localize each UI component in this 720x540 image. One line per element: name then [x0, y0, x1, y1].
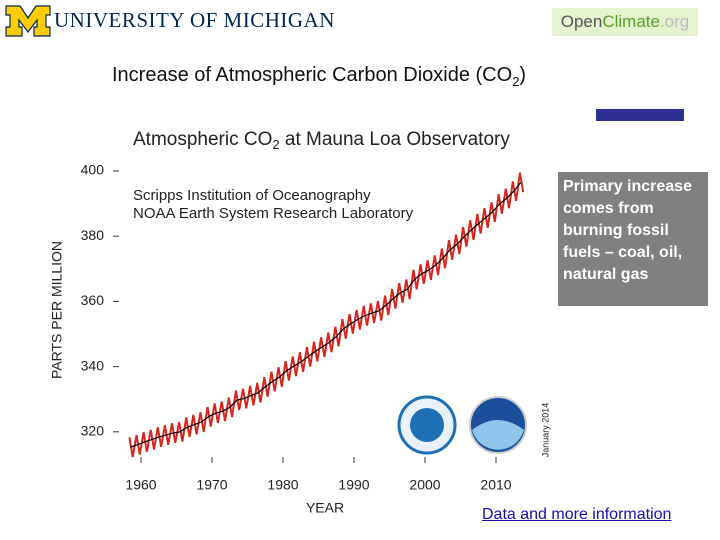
- x-tick-label: 2000: [409, 477, 440, 493]
- slide-title-part: Increase of Atmospheric Carbon Dioxide (…: [112, 64, 513, 86]
- x-tick-label: 1980: [267, 477, 298, 493]
- y-tick-label: 380: [81, 227, 105, 243]
- annotation: January 2014: [540, 403, 550, 458]
- x-tick-label: 2010: [480, 477, 511, 493]
- logo-part: .org: [659, 12, 690, 31]
- slide-title-sub: 2: [512, 74, 520, 89]
- noaa-logo: [469, 396, 527, 454]
- y-tick-label: 320: [81, 423, 105, 439]
- data-link[interactable]: Data and more information: [482, 506, 672, 523]
- annotation: NOAA Earth System Research Laboratory: [133, 205, 414, 222]
- y-tick-label: 360: [81, 292, 105, 308]
- x-tick-label: 1970: [196, 477, 227, 493]
- scripps-logo: [397, 395, 457, 455]
- y-axis-label: PARTS PER MILLION: [49, 241, 65, 379]
- x-tick-label: 1960: [125, 477, 156, 493]
- data-line: [130, 182, 522, 448]
- university-name: UNIVERSITY OF MICHIGAN: [54, 8, 335, 32]
- x-axis-label: YEAR: [306, 500, 344, 516]
- openclimate-logo: OpenClimate.org: [552, 8, 698, 36]
- accent-bar: [596, 109, 684, 121]
- x-tick-label: 1990: [338, 477, 369, 493]
- annotation: Scripps Institution of Oceanography: [133, 187, 371, 204]
- y-tick-label: 340: [81, 357, 105, 373]
- y-tick-label: 400: [81, 162, 105, 178]
- logo-part: Climate: [602, 12, 660, 31]
- callout: Primary increase comes from burning foss…: [558, 172, 708, 306]
- chart-title-part: Atmospheric CO: [133, 129, 272, 150]
- slide-title: Increase of Atmospheric Carbon Dioxide (…: [112, 64, 526, 89]
- chart-title-part: at Mauna Loa Observatory: [280, 129, 511, 150]
- chart-title: Atmospheric CO2 at Mauna Loa Observatory: [133, 129, 510, 152]
- slide-title-part: ): [519, 64, 527, 86]
- chart-title-sub: 2: [272, 137, 279, 152]
- michigan-m-logo: [5, 5, 51, 37]
- logo-part: Open: [560, 12, 603, 31]
